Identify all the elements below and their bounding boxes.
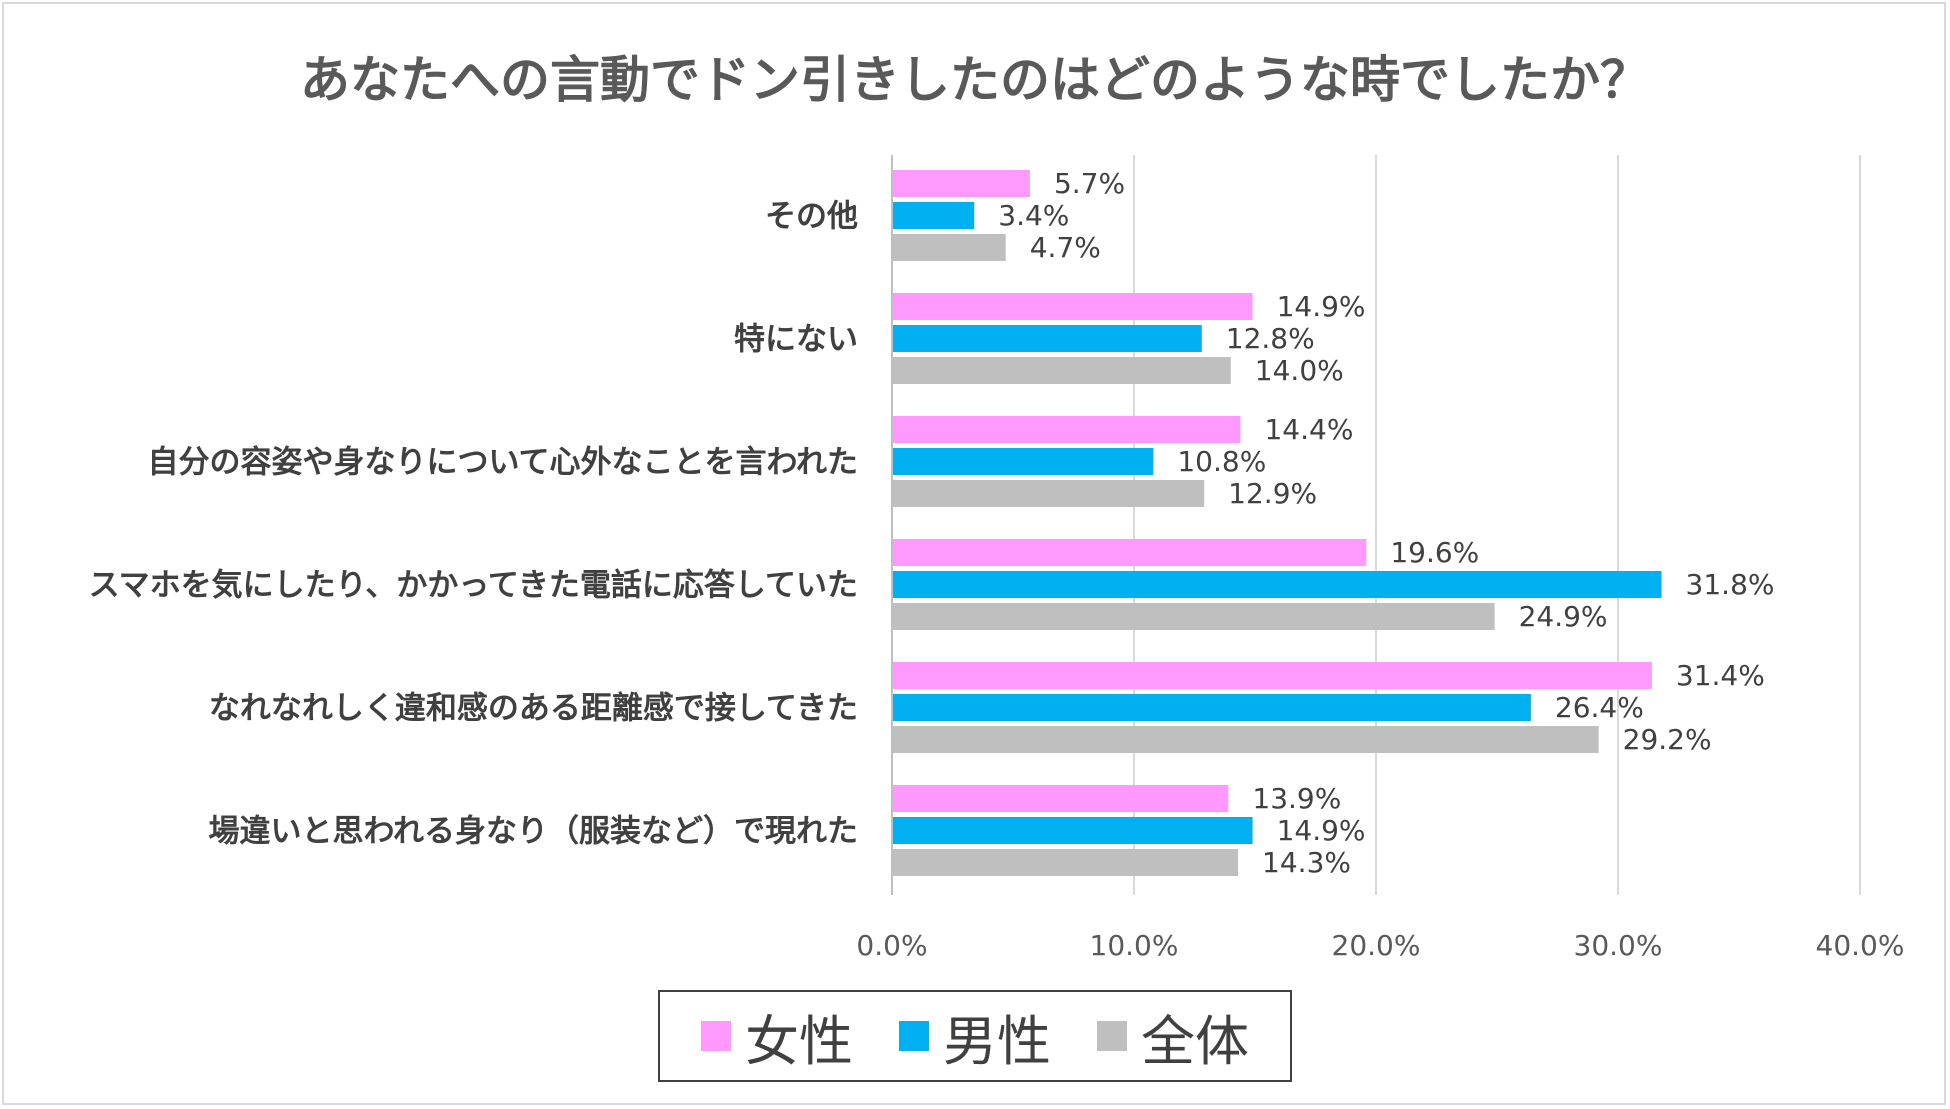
- legend: 女性 男性 全体: [658, 990, 1292, 1082]
- x-tick-label: 10.0%: [1090, 929, 1179, 962]
- chart-title: あなたへの言動でドン引きしたのはどのような時でしたか？: [300, 51, 1650, 109]
- data-label: 3.4%: [998, 199, 1069, 232]
- x-tick-label: 40.0%: [1816, 929, 1905, 962]
- data-label: 29.2%: [1623, 723, 1712, 756]
- bar-total: [892, 234, 1006, 261]
- bar-male: [892, 202, 975, 229]
- x-tick-label: 0.0%: [856, 929, 927, 962]
- legend-label-total: 全体: [1141, 1009, 1249, 1073]
- data-label: 31.4%: [1676, 659, 1765, 692]
- data-label: 19.6%: [1390, 536, 1479, 569]
- legend-item-male: 男性: [899, 997, 1051, 1076]
- legend-label-male: 男性: [943, 1009, 1051, 1073]
- legend-item-total: 全体: [1097, 997, 1249, 1076]
- category-label: 特にない: [734, 322, 858, 358]
- data-label: 5.7%: [1054, 167, 1125, 200]
- bar-male: [892, 325, 1202, 352]
- bar-total: [892, 603, 1495, 630]
- bar-female: [892, 293, 1253, 320]
- bar-total: [892, 726, 1599, 753]
- category-label: なれなれしく違和感のある距離感で接してきた: [209, 691, 858, 727]
- bar-female: [892, 785, 1229, 812]
- data-label: 13.9%: [1252, 782, 1341, 815]
- legend-item-female: 女性: [701, 997, 853, 1076]
- bar-total: [892, 480, 1205, 507]
- data-label: 14.3%: [1262, 846, 1351, 879]
- x-tick-label: 30.0%: [1574, 929, 1663, 962]
- bar-total: [892, 849, 1239, 876]
- data-label: 24.9%: [1519, 600, 1608, 633]
- bar-total: [892, 357, 1231, 384]
- data-label: 31.8%: [1686, 568, 1775, 601]
- data-label: 12.8%: [1226, 322, 1315, 355]
- data-label: 14.9%: [1277, 814, 1366, 847]
- bar-male: [892, 817, 1253, 844]
- bar-female: [892, 416, 1241, 443]
- data-label: 14.0%: [1255, 354, 1344, 387]
- data-label: 14.4%: [1264, 413, 1353, 446]
- legend-swatch-male: [899, 1021, 929, 1051]
- bar-male: [892, 448, 1154, 475]
- category-label: 場違いと思われる身なり（服装など）で現れた: [209, 814, 858, 850]
- category-label: その他: [765, 199, 858, 235]
- data-label: 14.9%: [1277, 290, 1366, 323]
- data-label: 26.4%: [1555, 691, 1644, 724]
- bar-male: [892, 694, 1531, 721]
- x-tick-label: 20.0%: [1332, 929, 1421, 962]
- category-label: スマホを気にしたり、かかってきた電話に応答していた: [89, 568, 858, 604]
- legend-swatch-female: [701, 1021, 731, 1051]
- data-label: 12.9%: [1228, 477, 1317, 510]
- bar-female: [892, 662, 1652, 689]
- bar-female: [892, 170, 1030, 197]
- bar-female: [892, 539, 1367, 566]
- category-label: 自分の容姿や身なりについて心外なことを言われた: [147, 445, 858, 481]
- legend-swatch-total: [1097, 1021, 1127, 1051]
- bar-male: [892, 571, 1662, 598]
- data-label: 10.8%: [1177, 445, 1266, 478]
- legend-label-female: 女性: [745, 1009, 853, 1073]
- data-label: 4.7%: [1030, 231, 1101, 264]
